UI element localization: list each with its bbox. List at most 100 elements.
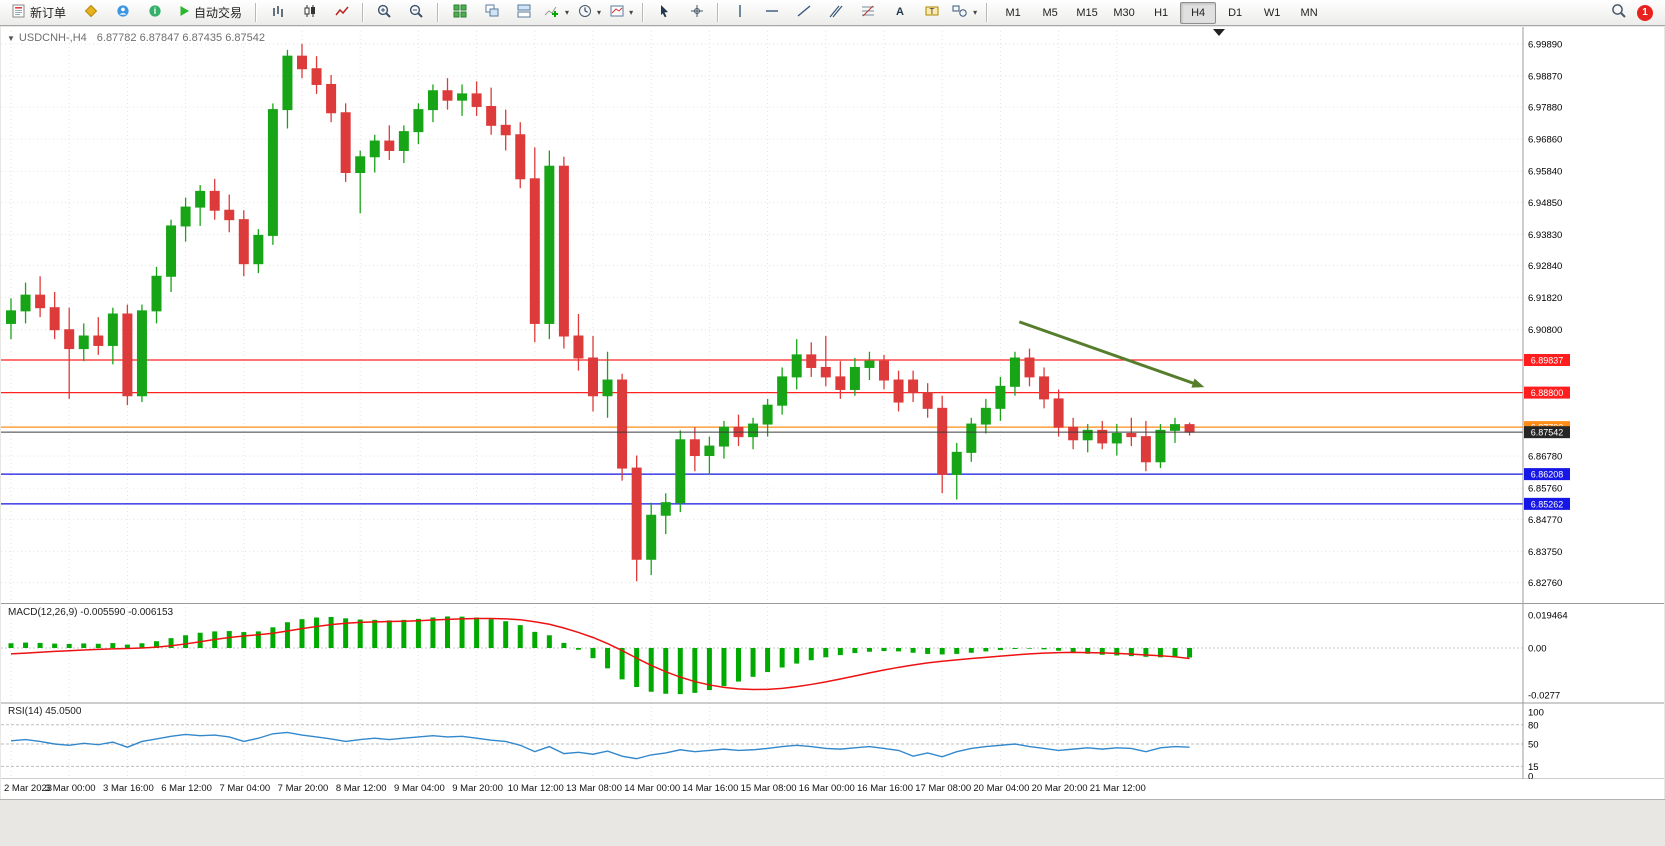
scroll-marker-icon[interactable] xyxy=(1213,29,1225,36)
time-axis-label: 7 Mar 20:00 xyxy=(277,783,329,794)
periods-button[interactable]: ▾ xyxy=(574,1,605,25)
candle-body xyxy=(151,275,162,312)
svg-text:T: T xyxy=(929,7,934,16)
axis-price-label: 6.91820 xyxy=(1528,293,1562,304)
candle-body xyxy=(1009,357,1020,387)
timeframe-button-M5[interactable]: M5 xyxy=(1042,6,1058,19)
candle-body xyxy=(442,90,453,101)
candle-body xyxy=(646,514,657,560)
chart-window: 6.99890 6.98870 6.97880 6.96860 6.95840 6.948… xyxy=(1,27,1664,799)
candle-body xyxy=(966,423,977,453)
time-axis-label: 3 Mar 16:00 xyxy=(103,783,154,794)
line-chart-button[interactable] xyxy=(326,1,357,25)
info-icon: i xyxy=(148,4,162,21)
candle-body xyxy=(806,354,817,368)
macd-axis-label: 0.019464 xyxy=(1528,611,1568,622)
timeframe-button-H4[interactable]: H4 xyxy=(1180,1,1217,24)
candle-body xyxy=(995,385,1006,409)
timeframe-button-M30[interactable]: M30 xyxy=(1113,6,1135,19)
chart-canvas[interactable]: 6.99890 6.98870 6.97880 6.96860 6.95840 6.948… xyxy=(1,27,1664,779)
horizontal-line-button[interactable] xyxy=(756,1,787,25)
gold-button[interactable] xyxy=(75,1,106,25)
candle-body xyxy=(340,112,351,173)
new-order-button[interactable]: 新订单 xyxy=(4,1,74,25)
shapes-button[interactable]: ▾ xyxy=(948,1,981,25)
candlestick-icon xyxy=(303,4,317,21)
candle-body xyxy=(1170,424,1180,431)
news-button[interactable]: i xyxy=(139,1,170,25)
timeframe-button-W1[interactable]: W1 xyxy=(1263,6,1281,19)
candle-body xyxy=(1024,357,1035,378)
vertical-line-icon xyxy=(734,4,746,21)
candle-body xyxy=(180,206,191,227)
templates-button[interactable]: ▾ xyxy=(606,1,637,25)
candle-body xyxy=(209,190,220,211)
svg-text:A: A xyxy=(896,6,904,18)
candle-body xyxy=(326,83,337,114)
price-badge-label: 6.88800 xyxy=(1531,388,1564,398)
play-icon xyxy=(179,5,190,20)
arrange-windows-button[interactable] xyxy=(508,1,539,25)
text-label-button[interactable]: T xyxy=(916,1,947,25)
shapes-icon xyxy=(952,4,968,21)
tile-windows-button[interactable] xyxy=(444,1,475,25)
timeframe-button-H1[interactable]: H1 xyxy=(1154,6,1169,19)
crosshair-button[interactable] xyxy=(681,1,712,25)
toolbar-separator xyxy=(362,3,365,22)
channel-button[interactable] xyxy=(820,1,851,25)
time-axis-label: 9 Mar 20:00 xyxy=(452,783,503,794)
window-bottom-area xyxy=(0,799,1665,846)
toolbar-separator xyxy=(986,3,989,22)
candle-body xyxy=(1039,376,1050,400)
panel-separators xyxy=(1,27,1664,779)
time-axis-label: 16 Mar 00:00 xyxy=(798,783,855,794)
fibonacci-button[interactable] xyxy=(852,1,883,25)
price-axis[interactable] xyxy=(1523,27,1664,779)
time-axis-label: 6 Mar 12:00 xyxy=(161,783,212,794)
bar-chart-button[interactable] xyxy=(262,1,293,25)
candle-body xyxy=(762,404,773,425)
chevron-down-icon: ▾ xyxy=(629,8,634,17)
trendline-button[interactable] xyxy=(788,1,819,25)
new-order-label: 新订单 xyxy=(30,6,67,20)
search-button[interactable] xyxy=(1603,1,1634,25)
vertical-line-button[interactable] xyxy=(724,1,755,25)
candle-body xyxy=(297,55,307,70)
time-axis[interactable]: 2 Mar 2023 3 Mar 00:00 3 Mar 16:00 6 Mar 12… xyxy=(1,779,1523,799)
notification-badge[interactable]: 1 xyxy=(1637,4,1653,21)
chart-menu-icon[interactable]: ▼ xyxy=(7,34,15,43)
candlestick-chart-button[interactable] xyxy=(294,1,325,25)
timeframe-toolbar: M1 M5 M15 M30 H1 H4 D1 W1 MN xyxy=(995,1,1327,24)
candle-body xyxy=(529,178,540,324)
candle-body xyxy=(238,219,249,265)
toolbar-separator xyxy=(717,3,720,22)
indicators-button[interactable]: ▾ xyxy=(540,1,573,25)
zoom-out-button[interactable] xyxy=(401,1,432,25)
macd-signal-value: -0.006153 xyxy=(128,607,174,618)
rsi-axis-label: 100 xyxy=(1528,708,1544,719)
candle-body xyxy=(195,190,206,208)
cascade-windows-button[interactable] xyxy=(476,1,507,25)
candle-body xyxy=(791,354,802,378)
zoom-in-button[interactable] xyxy=(369,1,400,25)
text-button[interactable]: A xyxy=(884,1,915,25)
time-axis-label: 13 Mar 08:00 xyxy=(566,783,622,794)
tile-windows-icon xyxy=(453,4,467,21)
price-badge xyxy=(1524,354,1570,367)
chart-ohlc-values: 6.87782 6.87847 6.87435 6.87542 xyxy=(96,32,265,44)
trend-arrow[interactable] xyxy=(1018,320,1205,388)
candle-body xyxy=(136,310,147,397)
timeframe-button-M15[interactable]: M15 xyxy=(1076,6,1098,19)
candle-body xyxy=(224,209,235,221)
market-button[interactable] xyxy=(107,1,138,25)
timeframe-button-M1[interactable]: M1 xyxy=(1005,6,1021,19)
cursor-button[interactable] xyxy=(649,1,680,25)
auto-trading-button[interactable]: 自动交易 xyxy=(171,1,250,25)
candle-body xyxy=(122,313,133,397)
candle-body xyxy=(879,360,889,381)
candle-body xyxy=(398,131,409,151)
timeframe-button-MN[interactable]: MN xyxy=(1300,6,1318,19)
timeframe-button-D1[interactable]: D1 xyxy=(1228,6,1243,19)
candle-body xyxy=(486,105,497,126)
candle-body xyxy=(471,93,482,107)
